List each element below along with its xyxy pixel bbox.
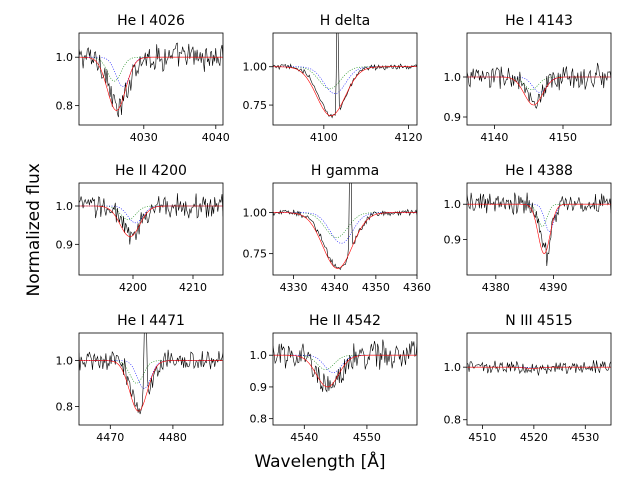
- y-tick-label: 0.9: [444, 111, 462, 124]
- x-tick-label: 4150: [549, 131, 577, 144]
- y-tick-label: 1.0: [56, 355, 74, 368]
- panel-title: He II 4200: [115, 163, 187, 179]
- series-observed: [79, 42, 223, 118]
- y-tick-label: 0.8: [444, 414, 462, 427]
- x-tick-label: 4200: [119, 281, 147, 294]
- x-tick-label: 4210: [179, 281, 207, 294]
- y-tick-label: 0.8: [56, 401, 74, 414]
- series-component-2: [273, 66, 417, 90]
- x-tick-label: 4470: [96, 431, 124, 444]
- x-tick-label: 4330: [280, 281, 308, 294]
- series-component-2: [467, 76, 611, 90]
- panel-9: N III 4515 4510 4520 4530 0.8 1.0: [444, 313, 612, 444]
- y-tick-label: 0.8: [250, 413, 268, 426]
- series-model-total: [79, 56, 223, 111]
- y-tick-label: 0.9: [56, 238, 74, 251]
- x-tick-label: 4540: [290, 431, 318, 444]
- panel-title: He I 4471: [117, 313, 185, 329]
- series-observed: [273, 339, 417, 393]
- panel-title: He I 4026: [117, 13, 185, 29]
- panel-4: He II 4200 4200 4210 0.9 1.0: [56, 163, 224, 294]
- series-model-total: [79, 205, 223, 238]
- series-observed: [467, 192, 611, 267]
- series-observed: [79, 333, 223, 415]
- series-component-2: [273, 212, 417, 239]
- panel-title: N III 4515: [505, 313, 572, 329]
- panel-8: He II 4542 4540 4550 0.8 0.9 1.0: [250, 313, 418, 444]
- x-tick-label: 4550: [353, 431, 381, 444]
- panel-title: H gamma: [311, 163, 379, 179]
- x-axis-label: Wavelength [Å]: [254, 452, 386, 472]
- series-observed: [467, 62, 611, 109]
- panel-frame: [272, 182, 418, 276]
- panel-5: H gamma 4330 4340 4350 4360 0.75 1.00: [243, 163, 432, 294]
- x-tick-label: 4140: [480, 131, 508, 144]
- y-tick-label: 1.0: [444, 198, 462, 211]
- panel-frame: [466, 32, 612, 126]
- panel-7: He I 4471 4470 4480 0.8 1.0: [56, 313, 224, 444]
- y-tick-label: 1.0: [444, 361, 462, 374]
- x-tick-label: 4520: [520, 431, 548, 444]
- panel-title: He II 4542: [309, 313, 381, 329]
- y-tick-label: 1.0: [56, 200, 74, 213]
- y-tick-label: 1.0: [250, 349, 268, 362]
- x-tick-label: 4480: [159, 431, 187, 444]
- y-tick-label: 1.0: [444, 71, 462, 84]
- panel-frame: [272, 332, 418, 426]
- x-tick-label: 4100: [310, 131, 338, 144]
- x-tick-label: 4340: [321, 281, 349, 294]
- x-tick-label: 4030: [130, 131, 158, 144]
- y-tick-label: 1.00: [243, 207, 268, 220]
- panel-frame: [466, 332, 612, 426]
- x-tick-label: 4360: [403, 281, 431, 294]
- series-model-total: [79, 360, 223, 412]
- x-tick-label: 4350: [362, 281, 390, 294]
- series-model-total: [273, 66, 417, 117]
- panel-frame: [78, 332, 224, 426]
- series-observed: [79, 193, 223, 245]
- series-component-1: [273, 212, 417, 244]
- y-tick-label: 1.0: [56, 51, 74, 64]
- panel-1: He I 4026 4030 4040 0.8 1.0: [56, 13, 230, 144]
- x-tick-label: 4390: [539, 281, 567, 294]
- series-model-total: [273, 212, 417, 269]
- y-tick-label: 0.9: [444, 234, 462, 247]
- x-tick-label: 4040: [202, 131, 230, 144]
- series-observed: [467, 360, 611, 376]
- series-component-1: [467, 76, 611, 93]
- series-model-total: [467, 366, 611, 369]
- y-tick-label: 0.75: [243, 248, 268, 261]
- series-observed: [273, 33, 417, 119]
- panel-frame: [466, 182, 612, 276]
- series-model-total: [467, 203, 611, 254]
- panel-3: He I 4143 4140 4150 0.9 1.0: [444, 13, 612, 144]
- y-tick-label: 1.00: [243, 61, 268, 74]
- panel-2: H delta 4100 4120 0.75 1.00: [243, 13, 423, 144]
- y-tick-label: 0.75: [243, 99, 268, 112]
- panel-title: He I 4143: [505, 13, 573, 29]
- panel-6: He I 4388 4380 4390 0.9 1.0: [444, 163, 612, 294]
- x-tick-label: 4530: [571, 431, 599, 444]
- series-observed: [273, 183, 417, 271]
- x-tick-label: 4120: [395, 131, 423, 144]
- x-tick-label: 4510: [468, 431, 496, 444]
- panel-frame: [78, 32, 224, 126]
- y-tick-label: 0.9: [250, 381, 268, 394]
- panel-frame: [78, 182, 224, 276]
- panel-title: H delta: [320, 13, 370, 29]
- series-model-total: [273, 354, 417, 388]
- panel-frame: [272, 32, 418, 126]
- y-axis-label: Normalized flux: [24, 163, 44, 297]
- panel-title: He I 4388: [505, 163, 573, 179]
- y-tick-label: 0.8: [56, 100, 74, 113]
- x-tick-label: 4380: [482, 281, 510, 294]
- series-component-1: [273, 66, 417, 94]
- series-model-total: [467, 76, 611, 106]
